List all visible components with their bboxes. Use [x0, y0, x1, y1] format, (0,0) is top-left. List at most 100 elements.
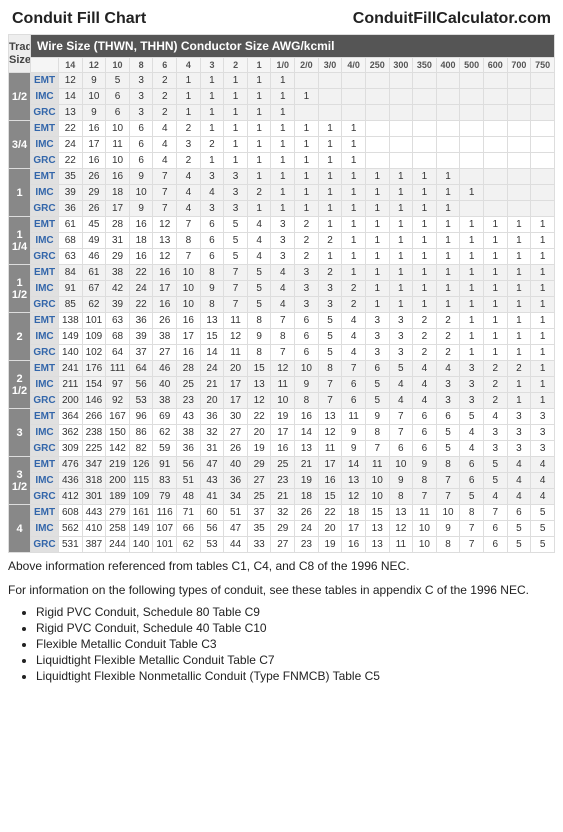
- fill-value-cell: 1: [483, 329, 507, 345]
- fill-value-cell: 26: [295, 505, 319, 521]
- fill-value-cell: 2: [295, 217, 319, 233]
- fill-value-cell: 14: [59, 89, 83, 105]
- fill-value-cell: 241: [59, 361, 83, 377]
- appendix-item: Liquidtight Flexible Nonmetallic Conduit…: [36, 669, 555, 683]
- fill-value-cell: 22: [59, 153, 83, 169]
- conduit-type-cell: GRC: [31, 345, 59, 361]
- fill-value-cell: 4: [271, 281, 295, 297]
- fill-value-cell: 16: [129, 217, 153, 233]
- fill-value-cell: [389, 73, 413, 89]
- fill-value-cell: 1: [365, 265, 389, 281]
- fill-value-cell: 4: [153, 153, 177, 169]
- fill-value-cell: 1: [436, 233, 460, 249]
- fill-value-cell: 109: [82, 329, 106, 345]
- fill-value-cell: 1: [342, 217, 366, 233]
- fill-value-cell: 1: [295, 169, 319, 185]
- fill-value-cell: 46: [82, 249, 106, 265]
- fill-value-cell: 11: [318, 441, 342, 457]
- fill-value-cell: [460, 105, 484, 121]
- fill-value-cell: 1: [247, 153, 271, 169]
- fill-value-cell: 6: [295, 313, 319, 329]
- fill-value-cell: [531, 185, 555, 201]
- fill-value-cell: 1: [342, 265, 366, 281]
- fill-value-cell: 1: [483, 217, 507, 233]
- fill-value-cell: 1: [389, 233, 413, 249]
- table-row: IMC916742241710975433211111111: [9, 281, 555, 297]
- fill-value-cell: 1: [365, 249, 389, 265]
- fill-value-cell: 8: [200, 265, 224, 281]
- fill-value-cell: 5: [460, 489, 484, 505]
- wire-col-header: 4: [177, 58, 201, 73]
- fill-value-cell: 25: [271, 457, 295, 473]
- table-row: GRC4123011891097948413425211815121087754…: [9, 489, 555, 505]
- fill-value-cell: 64: [106, 345, 130, 361]
- fill-value-cell: 1: [507, 393, 531, 409]
- fill-value-cell: 15: [200, 329, 224, 345]
- fill-value-cell: 3: [129, 105, 153, 121]
- fill-value-cell: 48: [177, 489, 201, 505]
- trade-size-cell: 3/4: [9, 121, 31, 169]
- fill-value-cell: 59: [153, 441, 177, 457]
- fill-value-cell: 258: [106, 521, 130, 537]
- conduit-type-cell: EMT: [31, 457, 59, 473]
- fill-value-cell: 12: [271, 361, 295, 377]
- fill-value-cell: 1: [436, 185, 460, 201]
- fill-value-cell: 26: [224, 441, 248, 457]
- fill-value-cell: 161: [129, 505, 153, 521]
- fill-value-cell: 21: [200, 377, 224, 393]
- fill-value-cell: 3: [507, 425, 531, 441]
- fill-value-cell: 10: [82, 89, 106, 105]
- fill-value-cell: 2: [153, 105, 177, 121]
- table-row: GRC200146925338232017121087654433211: [9, 393, 555, 409]
- fill-value-cell: 1: [389, 297, 413, 313]
- fill-value-cell: 29: [82, 185, 106, 201]
- fill-value-cell: 6: [483, 521, 507, 537]
- fill-value-cell: 5: [224, 249, 248, 265]
- fill-value-cell: 279: [106, 505, 130, 521]
- fill-value-cell: 6: [295, 329, 319, 345]
- fill-value-cell: 4: [177, 169, 201, 185]
- fill-value-cell: 96: [129, 409, 153, 425]
- fill-value-cell: 1: [365, 297, 389, 313]
- fill-value-cell: 36: [200, 409, 224, 425]
- fill-value-cell: 1: [295, 89, 319, 105]
- fill-value-cell: 1: [483, 233, 507, 249]
- fill-value-cell: 9: [342, 425, 366, 441]
- fill-value-cell: 3: [318, 281, 342, 297]
- fill-value-cell: 238: [82, 425, 106, 441]
- fill-value-cell: 1: [531, 297, 555, 313]
- fill-value-cell: 18: [129, 233, 153, 249]
- fill-value-cell: 1: [436, 297, 460, 313]
- fill-value-cell: 63: [59, 249, 83, 265]
- conduit-type-cell: IMC: [31, 473, 59, 489]
- fill-value-cell: 1: [436, 281, 460, 297]
- fill-value-cell: 43: [200, 473, 224, 489]
- fill-value-cell: [413, 121, 437, 137]
- fill-value-cell: 2: [436, 329, 460, 345]
- fill-value-cell: 12: [224, 329, 248, 345]
- fill-value-cell: 6: [342, 377, 366, 393]
- fill-value-cell: 51: [224, 505, 248, 521]
- fill-value-cell: 1: [507, 217, 531, 233]
- fill-value-cell: 2: [342, 281, 366, 297]
- fill-value-cell: 2: [295, 249, 319, 265]
- fill-value-cell: 1: [342, 121, 366, 137]
- appendix-item: Liquidtight Flexible Metallic Conduit Ta…: [36, 653, 555, 667]
- fill-value-cell: 6: [507, 505, 531, 521]
- fill-value-cell: 1: [177, 105, 201, 121]
- fill-value-cell: 2: [436, 345, 460, 361]
- fill-value-cell: [460, 73, 484, 89]
- fill-value-cell: 4: [483, 489, 507, 505]
- fill-value-cell: 63: [106, 313, 130, 329]
- conduit-type-cell: EMT: [31, 217, 59, 233]
- fill-value-cell: 1: [318, 249, 342, 265]
- fill-value-cell: 14: [295, 425, 319, 441]
- fill-value-cell: 140: [59, 345, 83, 361]
- trade-size-cell: 2 1/2: [9, 361, 31, 409]
- page-title-right: ConduitFillCalculator.com: [353, 10, 551, 28]
- fill-value-cell: 1: [389, 169, 413, 185]
- fill-value-cell: 5: [247, 265, 271, 281]
- fill-value-cell: [295, 105, 319, 121]
- fill-value-cell: [531, 153, 555, 169]
- fill-value-cell: 19: [295, 473, 319, 489]
